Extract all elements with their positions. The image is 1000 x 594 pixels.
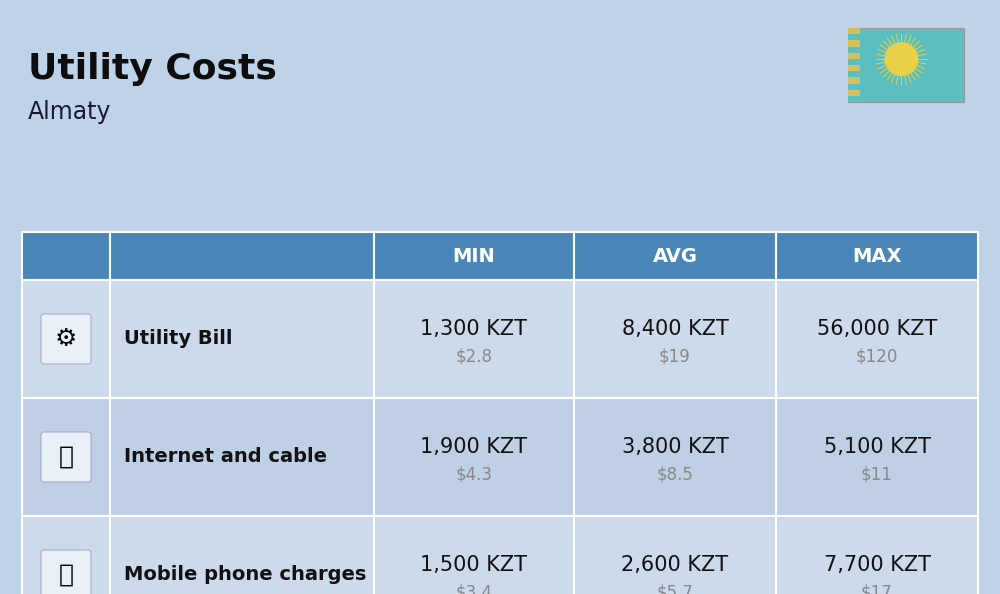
Bar xyxy=(574,232,776,280)
Text: 2,600 KZT: 2,600 KZT xyxy=(621,555,729,575)
Text: $120: $120 xyxy=(856,348,898,366)
Bar xyxy=(776,232,978,280)
Text: 📡: 📡 xyxy=(58,445,74,469)
Bar xyxy=(110,398,374,516)
Text: 1,300 KZT: 1,300 KZT xyxy=(420,319,528,339)
Bar xyxy=(776,280,978,398)
FancyBboxPatch shape xyxy=(41,550,91,594)
Text: 5,100 KZT: 5,100 KZT xyxy=(824,437,930,457)
Bar xyxy=(848,71,860,77)
Bar xyxy=(848,84,860,90)
Bar xyxy=(110,280,374,398)
Bar xyxy=(848,40,860,46)
Text: AVG: AVG xyxy=(652,247,698,266)
Bar xyxy=(22,232,110,280)
Text: $5.7: $5.7 xyxy=(657,584,693,594)
Text: 1,900 KZT: 1,900 KZT xyxy=(420,437,528,457)
Text: MIN: MIN xyxy=(453,247,495,266)
Text: ⚙: ⚙ xyxy=(55,327,77,351)
Text: Internet and cable: Internet and cable xyxy=(124,447,327,466)
Circle shape xyxy=(885,43,918,75)
Bar xyxy=(374,280,574,398)
Bar xyxy=(574,398,776,516)
Text: 7,700 KZT: 7,700 KZT xyxy=(824,555,930,575)
Bar xyxy=(110,232,374,280)
Bar xyxy=(848,28,860,34)
Bar xyxy=(374,232,574,280)
FancyBboxPatch shape xyxy=(41,432,91,482)
Text: Utility Bill: Utility Bill xyxy=(124,330,232,349)
Text: $11: $11 xyxy=(861,466,893,484)
Bar xyxy=(110,516,374,594)
Text: $8.5: $8.5 xyxy=(657,466,693,484)
Bar xyxy=(574,516,776,594)
Bar xyxy=(848,65,860,71)
Bar xyxy=(22,280,110,398)
Text: $17: $17 xyxy=(861,584,893,594)
Text: $4.3: $4.3 xyxy=(456,466,492,484)
Text: MAX: MAX xyxy=(852,247,902,266)
Text: 1,500 KZT: 1,500 KZT xyxy=(420,555,528,575)
Bar xyxy=(374,516,574,594)
Bar xyxy=(848,90,860,96)
Text: 3,800 KZT: 3,800 KZT xyxy=(622,437,728,457)
Bar xyxy=(22,516,110,594)
Text: Utility Costs: Utility Costs xyxy=(28,52,277,86)
FancyBboxPatch shape xyxy=(41,314,91,364)
Text: $19: $19 xyxy=(659,348,691,366)
Bar xyxy=(776,398,978,516)
Bar xyxy=(848,46,860,53)
Bar xyxy=(848,96,860,102)
Text: 📱: 📱 xyxy=(58,563,74,587)
Bar xyxy=(374,398,574,516)
Bar xyxy=(848,53,860,59)
Text: 56,000 KZT: 56,000 KZT xyxy=(817,319,937,339)
Bar xyxy=(848,77,860,84)
Text: $2.8: $2.8 xyxy=(456,348,492,366)
Bar xyxy=(848,28,964,102)
Text: $3.4: $3.4 xyxy=(456,584,492,594)
Text: Mobile phone charges: Mobile phone charges xyxy=(124,565,366,584)
Bar xyxy=(848,59,860,65)
Bar xyxy=(848,34,860,40)
Bar xyxy=(22,398,110,516)
Text: 8,400 KZT: 8,400 KZT xyxy=(622,319,728,339)
Bar xyxy=(574,280,776,398)
Bar xyxy=(776,516,978,594)
Text: Almaty: Almaty xyxy=(28,100,112,124)
